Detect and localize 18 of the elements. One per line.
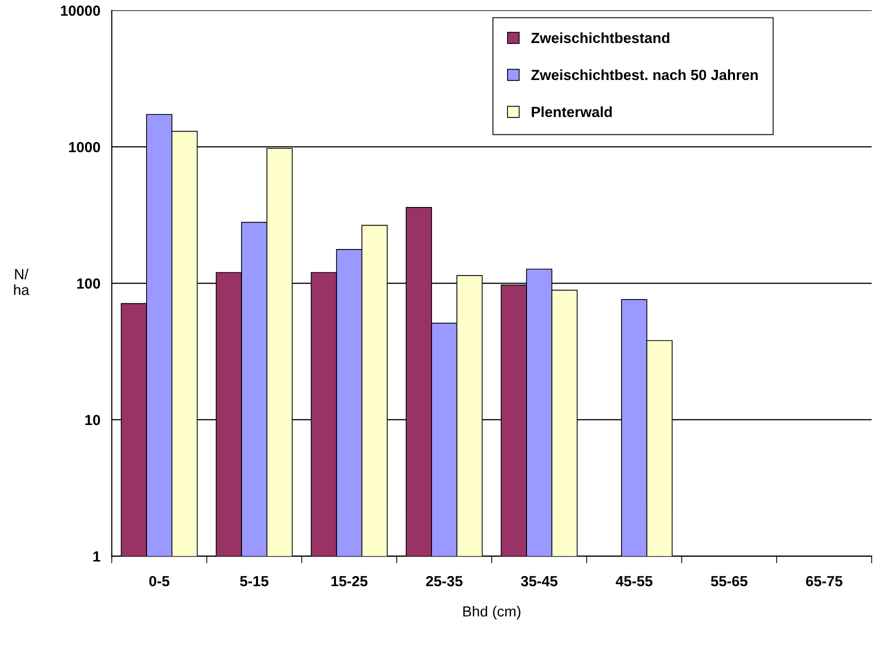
y-axis-title: N/ ha xyxy=(14,268,30,296)
x-tick-label: 5-15 xyxy=(240,576,268,586)
y-tick-label: 1000 xyxy=(69,142,100,152)
x-tick-label: 45-55 xyxy=(616,576,652,586)
x-tick-label: 15-25 xyxy=(331,576,368,586)
legend-label: Plenterwald xyxy=(532,106,612,118)
x-tick-label: 65-75 xyxy=(806,576,842,586)
legend-label: Zweischichtbestand xyxy=(531,32,670,44)
x-axis-title: Bhd (cm) xyxy=(463,606,520,620)
x-tick-label: 35-45 xyxy=(520,576,558,586)
legend-label: Zweischichtbest. nach 50 Jahren xyxy=(531,69,758,80)
x-tick-label: 25-35 xyxy=(426,576,462,586)
x-tick-label: 55-65 xyxy=(710,576,748,586)
y-tick-label: 10 xyxy=(85,414,100,426)
y-tick-label: 100 xyxy=(77,278,100,289)
y-tick-label: 1 xyxy=(93,551,100,562)
x-tick-label: 0-5 xyxy=(149,576,170,586)
y-tick-label: 10000 xyxy=(61,6,100,16)
